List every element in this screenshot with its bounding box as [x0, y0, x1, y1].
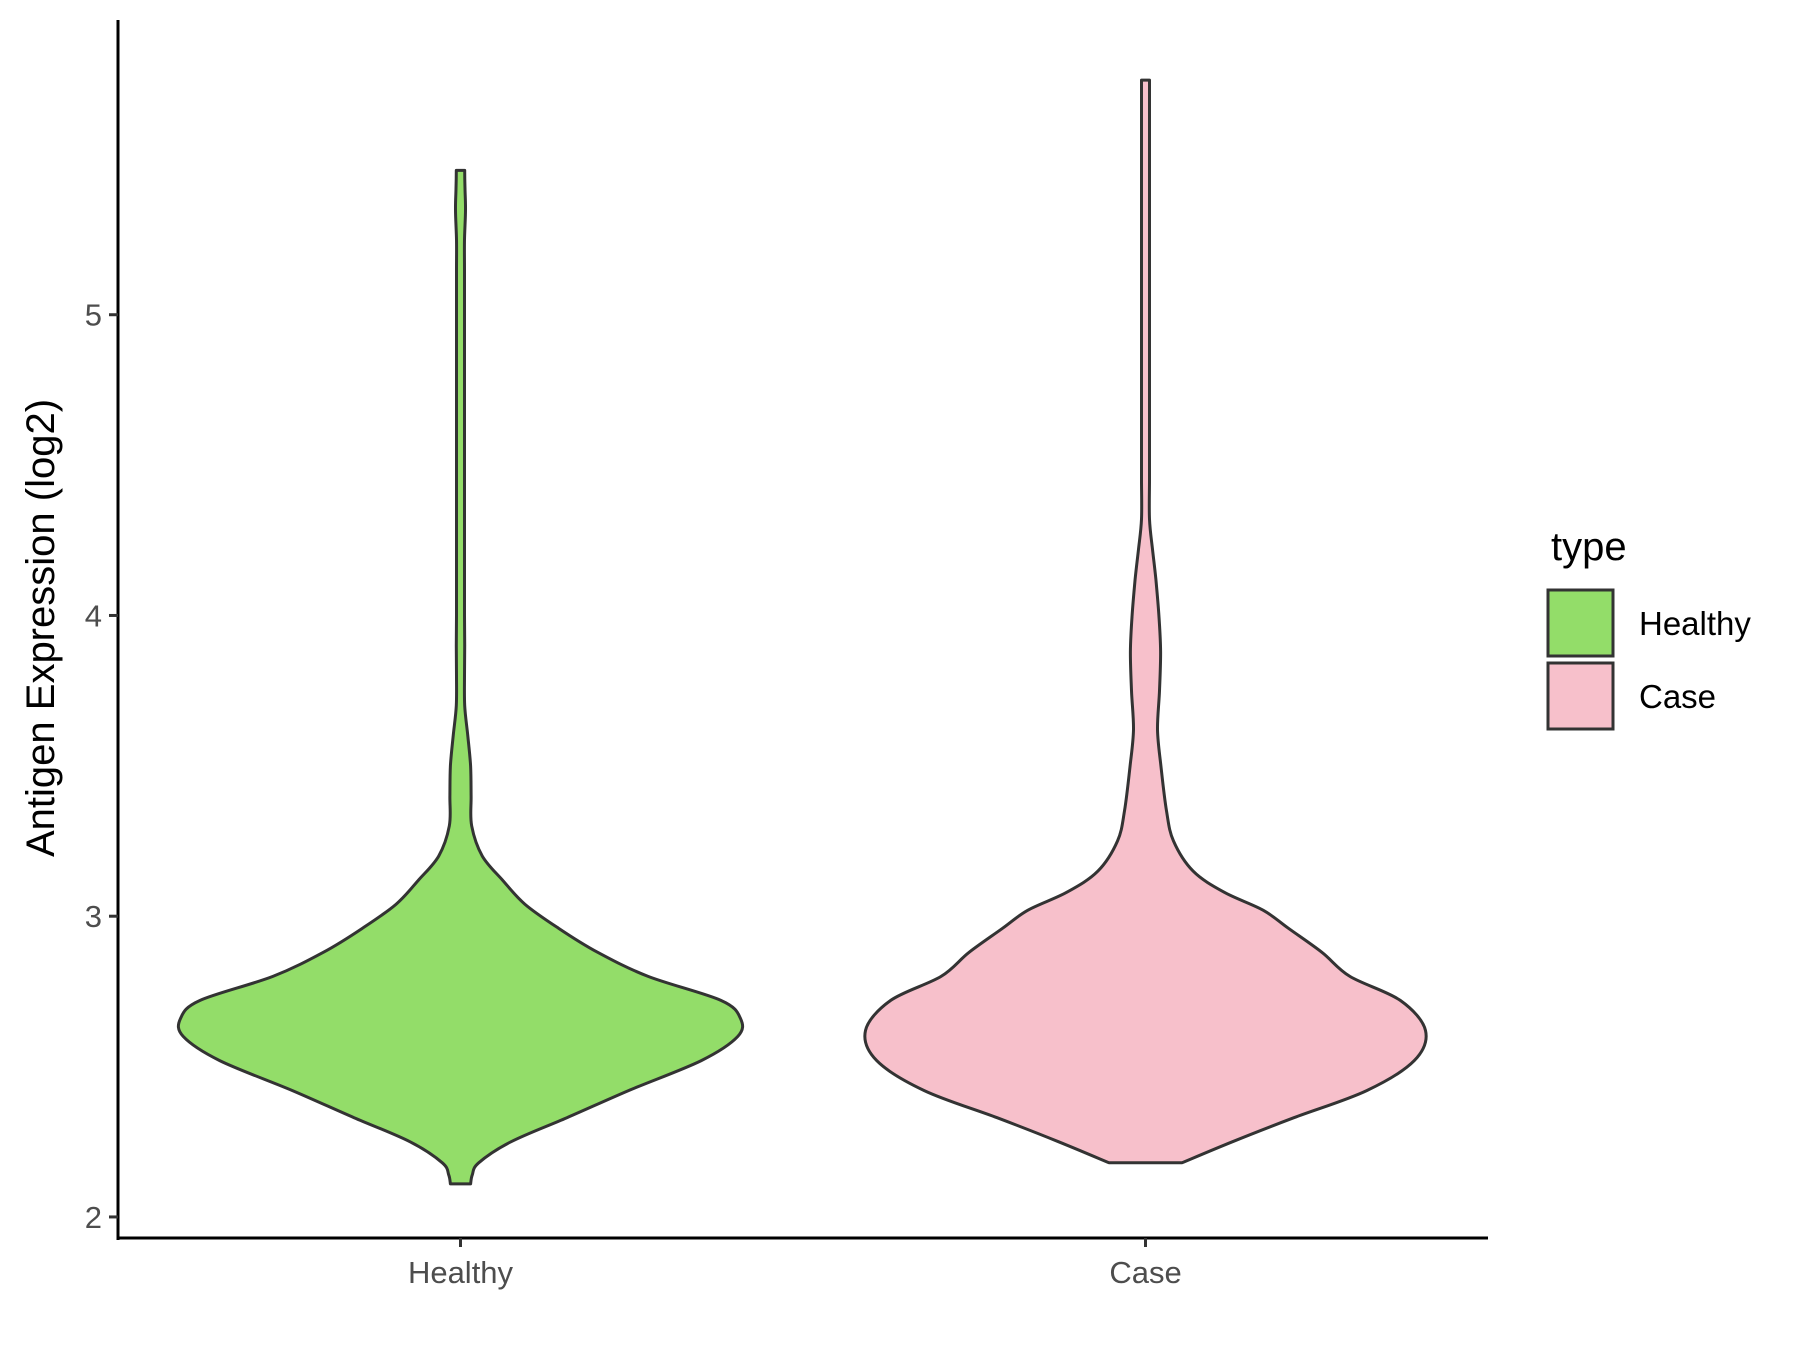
legend-key-healthy: [1546, 588, 1615, 658]
y-tick-label: 4: [85, 598, 102, 633]
legend-key-case: [1546, 661, 1615, 731]
violin-case: [863, 78, 1428, 1165]
y-axis-title: Antigen Expression (log2): [19, 399, 63, 857]
x-tick-label: Case: [1109, 1255, 1181, 1290]
x-tick-label: Healthy: [408, 1255, 514, 1290]
y-axis: 2 3 4 5: [85, 20, 120, 1240]
y-tick-label: 2: [85, 1200, 102, 1235]
y-tick-label: 5: [85, 298, 102, 333]
legend-title: type: [1551, 525, 1627, 569]
legend-label-healthy: Healthy: [1639, 605, 1751, 642]
legend-label-case: Case: [1639, 678, 1716, 715]
x-axis: Healthy Case: [117, 1236, 1488, 1290]
plot-area: [176, 78, 1428, 1186]
y-tick-label: 3: [85, 899, 102, 934]
violin-healthy: [176, 168, 745, 1186]
legend: type Healthy Case: [1546, 525, 1751, 731]
